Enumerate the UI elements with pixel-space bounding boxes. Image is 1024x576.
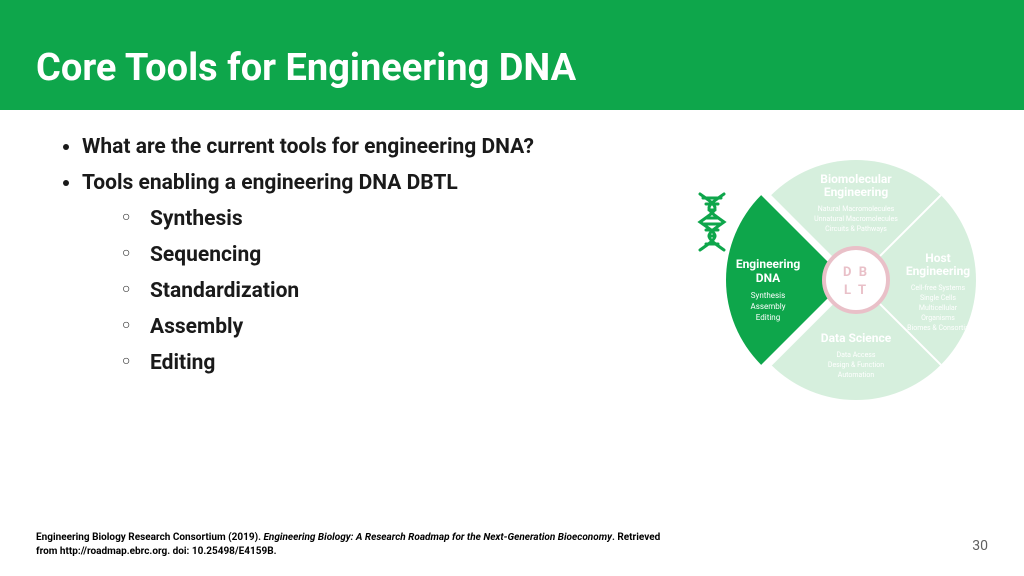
- svg-text:Automation: Automation: [838, 371, 875, 379]
- sub-bullet-item: Editing: [122, 351, 652, 375]
- citation-title: Engineering Biology: A Research Roadmap …: [263, 532, 612, 543]
- svg-text:Unnatural Macromolecules: Unnatural Macromolecules: [814, 215, 898, 223]
- center-label-bottom: L T: [844, 283, 868, 298]
- slide: Core Tools for Engineering DNA What are …: [0, 0, 1024, 576]
- citation-prefix: Engineering Biology Research Consortium …: [36, 532, 263, 543]
- svg-text:Organisms: Organisms: [921, 314, 955, 322]
- sub-bullet-item: Synthesis: [122, 207, 652, 231]
- svg-text:Synthesis: Synthesis: [751, 291, 785, 300]
- sub-bullet-list: Synthesis Sequencing Standardization Ass…: [82, 207, 652, 375]
- svg-text:Multicellular: Multicellular: [919, 304, 958, 312]
- svg-text:Host: Host: [925, 251, 950, 265]
- svg-text:Cell-free Systems: Cell-free Systems: [911, 284, 966, 292]
- svg-text:Biomes & Consortia: Biomes & Consortia: [907, 324, 969, 332]
- svg-text:Data Science: Data Science: [821, 331, 892, 345]
- slide-body: What are the current tools for engineeri…: [52, 135, 652, 387]
- sub-bullet-item: Assembly: [122, 315, 652, 339]
- svg-text:Natural Macromolecules: Natural Macromolecules: [818, 205, 895, 213]
- bullet-list: What are the current tools for engineeri…: [52, 135, 652, 375]
- bullet-item: What are the current tools for engineeri…: [82, 135, 652, 159]
- svg-text:Biomolecular: Biomolecular: [820, 172, 892, 186]
- svg-text:DNA: DNA: [756, 271, 781, 285]
- svg-text:Single Cells: Single Cells: [920, 294, 956, 302]
- svg-text:Circuits & Pathways: Circuits & Pathways: [825, 225, 887, 233]
- svg-text:Engineering: Engineering: [736, 257, 800, 271]
- svg-text:Editing: Editing: [756, 313, 780, 322]
- slide-title: Core Tools for Engineering DNA: [36, 46, 576, 90]
- sub-bullet-item: Sequencing: [122, 243, 652, 267]
- svg-text:Data Access: Data Access: [836, 351, 875, 359]
- svg-text:Assembly: Assembly: [751, 302, 786, 311]
- citation: Engineering Biology Research Consortium …: [36, 531, 676, 558]
- svg-text:Engineering: Engineering: [824, 185, 888, 199]
- page-number: 30: [972, 538, 988, 554]
- center-label-top: D B: [843, 265, 869, 280]
- bullet-text: Tools enabling a engineering DNA DBTL: [82, 171, 458, 195]
- slide-header: Core Tools for Engineering DNA: [0, 0, 1024, 110]
- quadrant-diagram: D B L T Biomolecular Engineering Natural…: [696, 150, 996, 410]
- svg-text:Engineering: Engineering: [906, 264, 970, 278]
- sub-bullet-item: Standardization: [122, 279, 652, 303]
- bullet-item: Tools enabling a engineering DNA DBTL Sy…: [82, 171, 652, 375]
- svg-text:Design & Function: Design & Function: [828, 361, 884, 369]
